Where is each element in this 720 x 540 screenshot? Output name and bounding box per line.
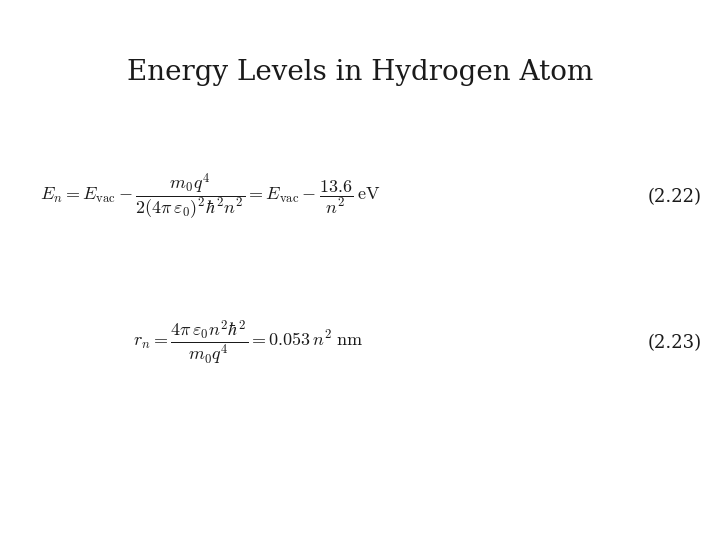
Text: (2.23): (2.23) [648, 334, 702, 352]
Text: $E_n = E_{\mathrm{vac}} - \dfrac{m_0 q^4}{2(4\pi\,\varepsilon_0)^2\hbar^2 n^2} =: $E_n = E_{\mathrm{vac}} - \dfrac{m_0 q^4… [40, 172, 381, 222]
Text: Energy Levels in Hydrogen Atom: Energy Levels in Hydrogen Atom [127, 59, 593, 86]
Text: (2.22): (2.22) [648, 188, 702, 206]
Text: $r_n = \dfrac{4\pi\,\varepsilon_0 n^2 \hbar^2}{m_0 q^4} = 0.053\,n^2\;\mathrm{nm: $r_n = \dfrac{4\pi\,\varepsilon_0 n^2 \h… [133, 319, 364, 367]
